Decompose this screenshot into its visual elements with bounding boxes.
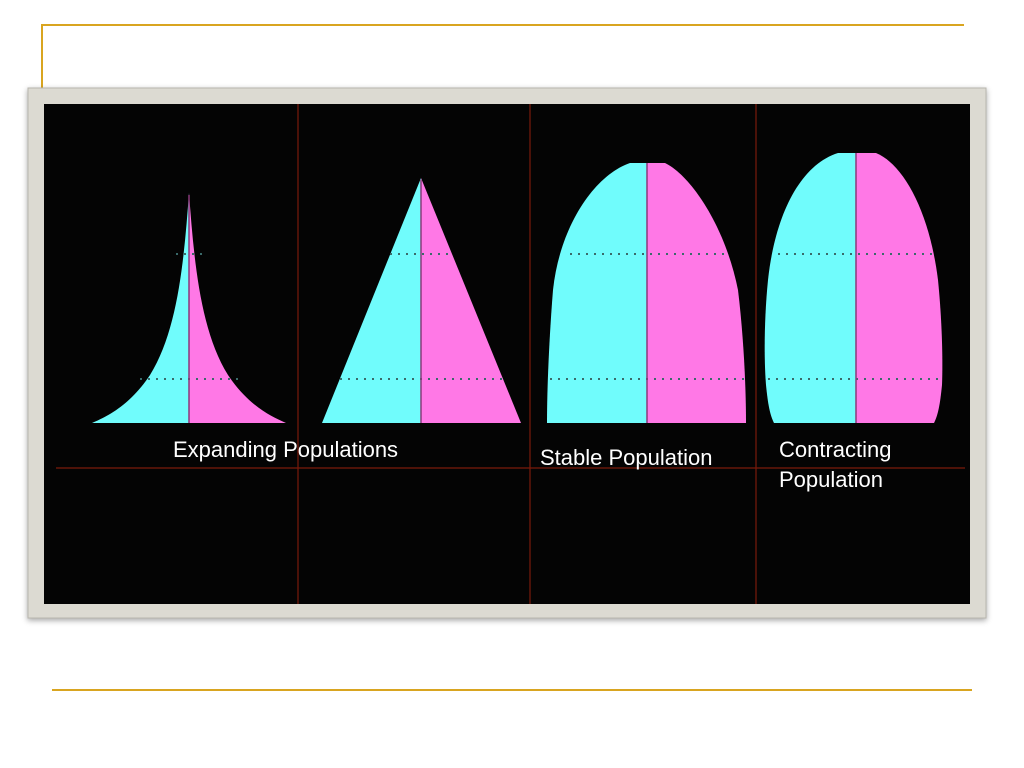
top-rule	[41, 24, 964, 88]
label-contracting: Population	[779, 467, 883, 492]
male-half	[322, 178, 421, 423]
pyramid-triangle	[322, 178, 521, 423]
female-half	[421, 178, 521, 423]
label-contracting: Contracting	[779, 437, 892, 462]
label-stable: Stable Population	[540, 445, 712, 470]
pyramid-contracting	[764, 153, 943, 423]
pyramid-expanding	[92, 193, 286, 423]
male-half	[92, 193, 189, 423]
female-half	[189, 193, 286, 423]
female-half	[647, 163, 746, 423]
female-half	[856, 153, 943, 423]
label-expanding: Expanding Populations	[173, 437, 398, 462]
male-half	[764, 153, 856, 423]
guides	[56, 104, 965, 604]
pyramid-stable	[547, 163, 746, 423]
male-half	[547, 163, 647, 423]
